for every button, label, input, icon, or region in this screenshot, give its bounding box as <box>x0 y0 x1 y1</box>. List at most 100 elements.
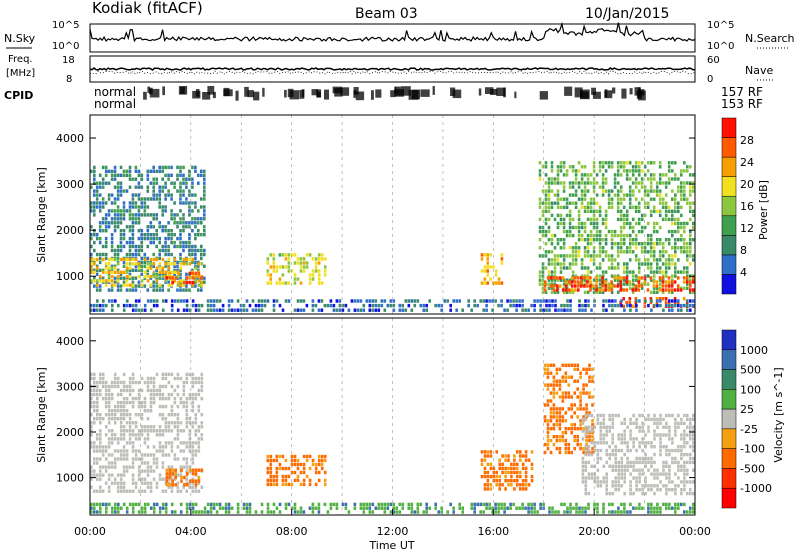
scatter-cell <box>128 165 132 170</box>
scatter-cell <box>155 457 159 461</box>
scatter-cell <box>143 400 147 405</box>
scatter-cell <box>632 437 635 441</box>
scatter-cell <box>104 244 108 249</box>
scatter-cell <box>146 268 150 272</box>
cpid-mark <box>353 90 357 98</box>
scatter-cell <box>99 380 102 385</box>
scatter-cell <box>604 288 607 292</box>
scatter-cell <box>521 479 525 483</box>
scatter-cell <box>655 189 659 193</box>
scatter-cell <box>134 481 138 485</box>
scatter-cell <box>625 280 628 284</box>
scatter-cell <box>311 269 315 273</box>
scatter-cell <box>641 429 644 433</box>
scatter-cell <box>119 392 123 397</box>
cpid-mark <box>580 89 590 100</box>
scatter-cell <box>644 476 647 480</box>
scatter-cell <box>458 502 461 507</box>
scatter-cell <box>113 481 117 485</box>
scatter-cell <box>113 221 117 225</box>
scatter-cell <box>631 205 635 209</box>
scatter-cell <box>149 409 153 413</box>
scatter-cell <box>302 510 306 514</box>
scatter-cell <box>203 510 207 514</box>
scatter-cell <box>96 279 99 283</box>
scatter-cell <box>671 217 674 222</box>
scatter-cell <box>182 262 186 266</box>
scatter-cell <box>137 449 141 453</box>
scatter-cell <box>543 419 547 423</box>
scatter-cell <box>579 423 582 427</box>
scatter-cell <box>543 280 547 284</box>
scatter-cell <box>188 225 191 229</box>
scatter-cell <box>317 299 321 303</box>
scatter-cell <box>658 278 662 282</box>
colorbar-block <box>721 349 737 370</box>
scatter-cell <box>544 189 548 193</box>
scatter-cell <box>152 299 156 303</box>
scatter-cell <box>604 278 608 282</box>
scatter-cell <box>580 233 584 238</box>
scatter-cell <box>483 450 487 454</box>
scatter-cell <box>635 421 638 425</box>
scatter-cell <box>598 209 602 213</box>
scatter-cell <box>200 433 204 437</box>
scatter-cell <box>659 472 662 476</box>
scatter-cell <box>90 225 93 229</box>
scatter-cell <box>173 425 177 429</box>
scatter-cell <box>165 468 169 472</box>
scatter-cell <box>556 225 560 230</box>
scatter-cell <box>182 248 185 253</box>
scatter-cell <box>620 421 623 425</box>
scatter-cell <box>595 284 598 288</box>
scatter-cell <box>176 481 180 485</box>
scatter-cell <box>401 502 405 507</box>
scatter-cell <box>365 506 369 510</box>
scatter-cell <box>571 201 575 205</box>
scatter-cell <box>492 470 496 475</box>
scatter-cell <box>185 299 189 303</box>
cpid-mark <box>289 90 299 100</box>
scatter-cell <box>578 308 581 312</box>
scatter-cell <box>628 282 632 286</box>
scatter-cell <box>640 250 644 254</box>
scatter-cell <box>99 372 102 377</box>
scatter-cell <box>500 281 504 285</box>
scatter-cell <box>595 209 599 213</box>
scatter-cell <box>581 421 585 425</box>
scatter-cell <box>611 510 614 514</box>
scatter-cell <box>552 284 556 288</box>
scatter-cell <box>188 429 192 433</box>
scatter-cell <box>619 246 623 250</box>
scatter-cell <box>483 253 487 257</box>
scatter-cell <box>562 262 566 266</box>
scatter-cell <box>652 286 656 290</box>
scatter-cell <box>649 173 653 177</box>
scatter-cell <box>652 221 656 226</box>
scatter-cell <box>161 449 165 453</box>
scatter-cell <box>299 265 303 269</box>
scatter-cell <box>104 165 108 170</box>
scatter-cell <box>155 217 158 221</box>
scatter-cell <box>629 491 632 496</box>
scatter-cell <box>554 303 557 308</box>
colorbar-tick-label: -100 <box>740 443 765 456</box>
scatter-cell <box>566 303 569 308</box>
scatter-cell <box>293 502 297 507</box>
scatter-cell <box>544 205 548 209</box>
scatter-cell <box>518 506 521 510</box>
scatter-cell <box>591 403 594 407</box>
scatter-cell <box>104 181 108 185</box>
scatter-cell <box>568 290 572 294</box>
scatter-cell <box>646 258 650 262</box>
scatter-cell <box>308 482 312 487</box>
scatter-cell <box>601 270 605 274</box>
scatter-cell <box>194 271 198 275</box>
scatter-cell <box>185 181 188 185</box>
scatter-cell <box>90 308 93 312</box>
scatter-cell <box>599 437 603 441</box>
scatter-cell <box>667 177 671 181</box>
scatter-cell <box>176 421 180 425</box>
scatter-cell <box>677 445 680 449</box>
scatter-cell <box>686 286 689 290</box>
